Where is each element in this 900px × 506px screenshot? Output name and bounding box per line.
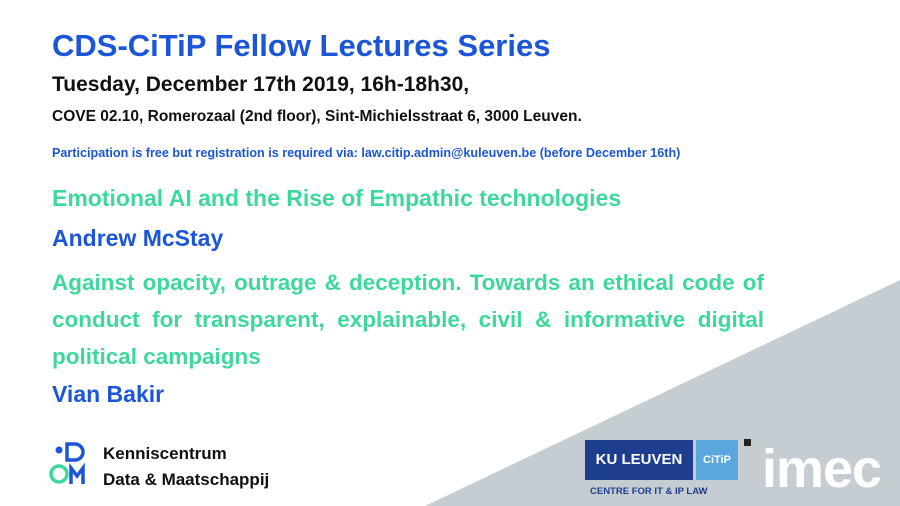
- location: COVE 02.10, Romerozaal (2nd floor), Sint…: [52, 108, 582, 125]
- imec-logo: imec: [762, 439, 882, 499]
- kenniscentrum-icon: [49, 442, 85, 484]
- registration: Participation is free but registration i…: [52, 146, 681, 160]
- speaker: Vian Bakir: [52, 381, 165, 407]
- ku-leuven-logo: KU LEUVEN: [585, 440, 693, 480]
- talk-title: Emotional AI and the Rise of Empathic te…: [52, 185, 622, 211]
- citip-logo: CiTiP: [696, 440, 738, 480]
- citip-subtitle: CENTRE FOR IT & IP LAW: [590, 486, 708, 497]
- logo-text: Kenniscentrum: [103, 444, 227, 463]
- title: CDS-CiTiP Fellow Lectures Series: [52, 28, 551, 63]
- logo-text: Data & Maatschappij: [103, 470, 270, 489]
- talk-title: Against opacity, outrage & deception. To…: [52, 270, 764, 369]
- logo-square: [744, 439, 751, 446]
- date: Tuesday, December 17th 2019, 16h-18h30,: [52, 73, 470, 96]
- speaker: Andrew McStay: [52, 225, 224, 251]
